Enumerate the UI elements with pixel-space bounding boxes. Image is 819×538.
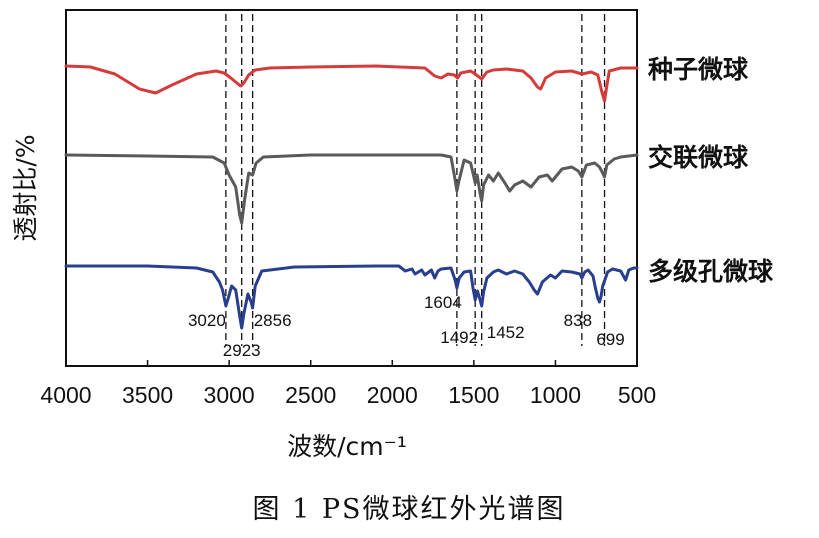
reference-lines — [225, 14, 606, 346]
x-tick-label: 500 — [618, 382, 656, 408]
x-tick-label: 2500 — [285, 382, 336, 408]
x-tick-label: 3500 — [122, 382, 173, 408]
x-axis-ticks: 4000 3500 3000 2500 2000 1500 1000 500 — [40, 360, 656, 408]
peak-label-3020: 3020 — [188, 311, 226, 330]
series-label-3: 多级孔微球 — [648, 257, 774, 286]
x-tick-label: 3000 — [204, 382, 255, 408]
plot-frame — [65, 9, 638, 367]
series-layer — [64, 64, 639, 330]
x-axis-title: 波数/cm⁻¹ — [287, 432, 407, 461]
series-line-2 — [64, 153, 639, 225]
series-line-1 — [64, 64, 639, 103]
x-tick-label: 1000 — [530, 382, 581, 408]
y-axis-title-group: 透射比/% — [11, 134, 40, 241]
peak-label-1604: 1604 — [424, 293, 462, 312]
peak-label-1452: 1452 — [487, 323, 525, 342]
x-tick-label: 2000 — [367, 382, 418, 408]
series-line-3 — [64, 264, 639, 330]
peak-label-2923: 2923 — [223, 341, 261, 360]
series-label-1: 种子微球 — [648, 55, 749, 84]
figure-caption: 图 1 PS微球红外光谱图 — [252, 494, 565, 525]
peak-label-1492: 1492 — [440, 328, 478, 347]
peak-label-699: 699 — [596, 330, 624, 349]
peak-label-2856: 2856 — [254, 311, 292, 330]
peak-label-838: 838 — [564, 311, 592, 330]
series-label-2: 交联微球 — [648, 143, 749, 172]
x-tick-label: 4000 — [40, 382, 91, 408]
x-tick-label: 1500 — [448, 382, 499, 408]
y-axis-title: 透射比/% — [11, 134, 40, 241]
